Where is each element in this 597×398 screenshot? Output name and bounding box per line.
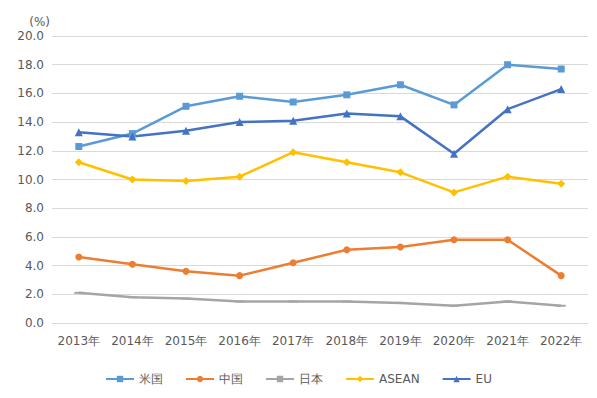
svg-text:0.0: 0.0 xyxy=(25,316,44,330)
svg-text:18.0: 18.0 xyxy=(17,58,44,72)
svg-text:2021年: 2021年 xyxy=(486,334,529,348)
svg-text:(%): (%) xyxy=(29,15,50,29)
svg-text:2020年: 2020年 xyxy=(433,334,476,348)
svg-text:10.0: 10.0 xyxy=(17,173,44,187)
svg-text:2014年: 2014年 xyxy=(111,334,154,348)
svg-text:2013年: 2013年 xyxy=(58,334,101,348)
svg-text:2022年: 2022年 xyxy=(540,334,583,348)
svg-text:6.0: 6.0 xyxy=(25,230,44,244)
svg-text:米国: 米国 xyxy=(139,372,163,386)
svg-text:中国: 中国 xyxy=(219,372,243,386)
svg-text:12.0: 12.0 xyxy=(17,144,44,158)
svg-text:2018年: 2018年 xyxy=(326,334,369,348)
svg-text:EU: EU xyxy=(476,372,492,386)
svg-text:2015年: 2015年 xyxy=(165,334,208,348)
svg-text:2017年: 2017年 xyxy=(272,334,315,348)
svg-text:ASEAN: ASEAN xyxy=(379,372,420,386)
svg-text:2019年: 2019年 xyxy=(379,334,422,348)
svg-text:2016年: 2016年 xyxy=(218,334,261,348)
svg-text:2.0: 2.0 xyxy=(25,287,44,301)
svg-text:20.0: 20.0 xyxy=(17,29,44,43)
svg-text:14.0: 14.0 xyxy=(17,115,44,129)
svg-text:16.0: 16.0 xyxy=(17,86,44,100)
svg-text:4.0: 4.0 xyxy=(25,259,44,273)
svg-text:日本: 日本 xyxy=(299,372,323,386)
svg-text:8.0: 8.0 xyxy=(25,201,44,215)
